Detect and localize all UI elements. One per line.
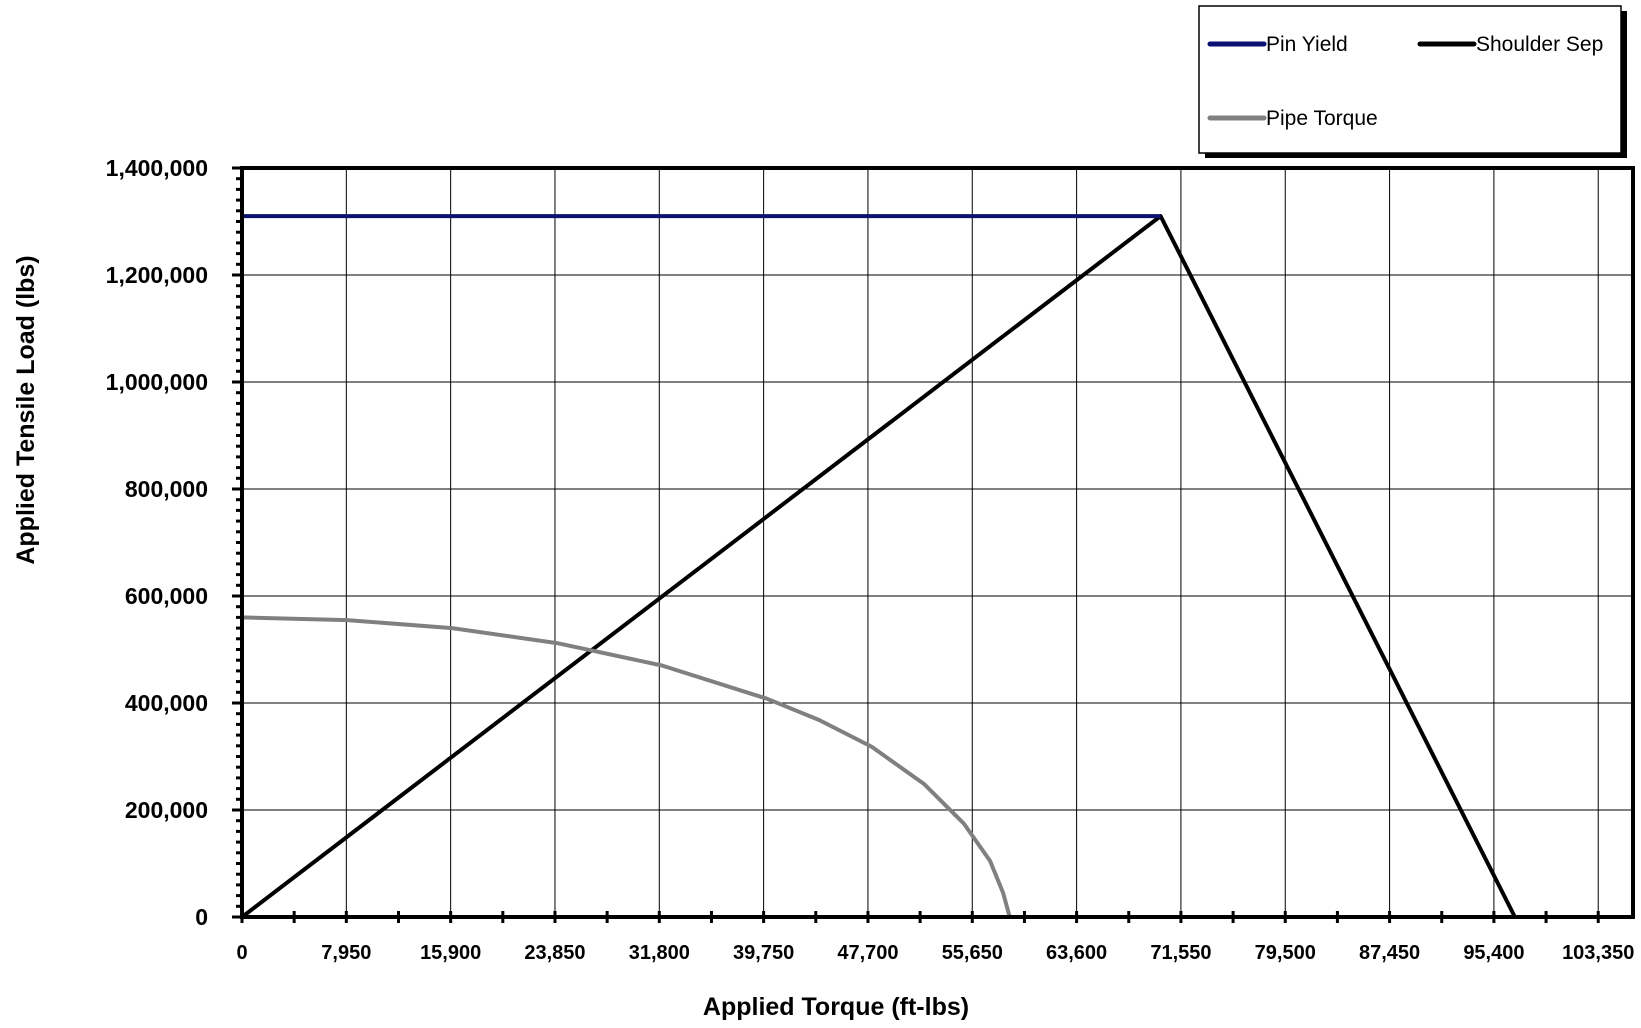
y-tick-label: 1,000,000 [106,369,208,395]
x-tick-label: 63,600 [1046,942,1107,964]
x-tick-label: 71,550 [1150,942,1211,964]
x-tick-label: 95,400 [1463,942,1524,964]
x-tick-label: 15,900 [420,942,481,964]
y-tick-label: 600,000 [125,583,208,609]
x-tick-label: 87,450 [1359,942,1420,964]
x-tick-labels: 0 7,950 15,900 23,850 31,800 39,750 47,700 55,6… [236,942,1634,964]
grid [242,168,1633,917]
legend-box [1198,5,1622,154]
y-tick-label: 1,400,000 [106,155,208,181]
x-tick-label: 39,750 [733,942,794,964]
series-line-pipe-torque [241,615,1633,919]
y-tick-label: 0 [195,904,208,930]
y-tick-label: 800,000 [125,476,208,502]
legend-label-pin-yield: Pin Yield [1266,33,1348,56]
x-tick-label: 103,350 [1562,942,1634,964]
x-tick-label: 31,800 [629,942,690,964]
x-tick-label: 79,500 [1255,942,1316,964]
legend-label-shoulder-sep: Shoulder Sep [1476,33,1603,56]
x-tick-label: 55,650 [942,942,1003,964]
y-tick-label: 400,000 [125,690,208,716]
x-tick-label: 0 [236,942,247,964]
y-tick-labels: 0 200,000 400,000 600,000 800,000 1,000,000 1,… [106,155,208,930]
y-axis-title: Applied Tensile Load (lbs) [12,255,40,564]
x-tick-label: 23,850 [524,942,585,964]
tick-layer [232,166,1600,923]
legend: Pin Yield Shoulder Sep Pipe Torque [1198,5,1627,158]
x-tick-label: 47,700 [837,942,898,964]
x-axis-title: Applied Torque (ft-lbs) [703,993,969,1021]
y-tick-label: 1,200,000 [106,262,208,288]
legend-label-pipe-torque: Pipe Torque [1266,107,1378,130]
x-tick-label: 7,950 [321,942,371,964]
y-tick-label: 200,000 [125,797,208,823]
